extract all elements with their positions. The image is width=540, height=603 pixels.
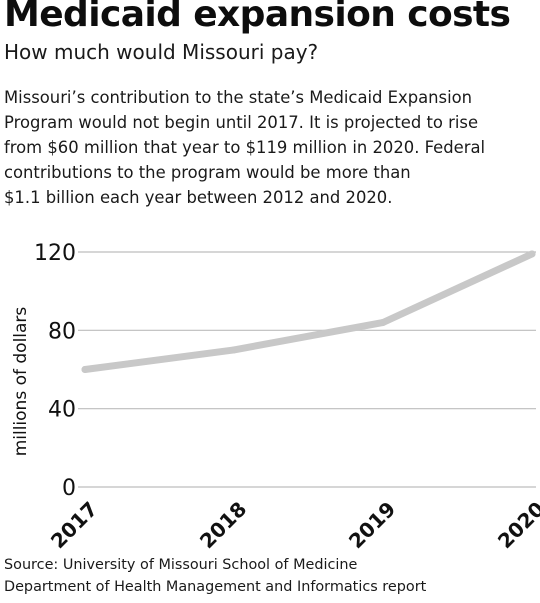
x-tick-label: 2017 <box>46 497 102 553</box>
x-tick-label: 2018 <box>195 497 251 553</box>
x-tick-label: 2020 <box>493 497 540 553</box>
data-point <box>230 346 238 354</box>
description-line: from $60 million that year to $119 milli… <box>4 138 486 157</box>
description-line: $1.1 billion each year between 2012 and … <box>4 188 393 207</box>
y-tick-label: 40 <box>48 398 76 423</box>
y-tick-label: 0 <box>62 476 76 501</box>
data-point <box>528 250 536 258</box>
description-line: contributions to the program would be mo… <box>4 163 411 182</box>
series-line <box>81 250 536 373</box>
y-axis-label: millions of dollars <box>11 307 31 457</box>
chart-subtitle: How much would Missouri pay? <box>4 40 319 64</box>
description-line: Program would not begin until 2017. It i… <box>4 113 479 132</box>
source-note: Source: University of Missouri School of… <box>4 554 426 598</box>
description-text: Missouri’s contribution to the state’s M… <box>4 85 536 210</box>
data-point <box>81 366 89 373</box>
description-line: Missouri’s contribution to the state’s M… <box>4 88 473 107</box>
y-tick-label: 80 <box>48 319 76 344</box>
x-tick-label: 2019 <box>344 497 400 553</box>
source-line: Source: University of Missouri School of… <box>4 557 358 573</box>
chart-title: Medicaid expansion costs <box>4 0 511 35</box>
source-line: Department of Health Management and Info… <box>4 579 427 595</box>
data-point <box>379 319 387 326</box>
y-tick-label: 120 <box>34 241 76 266</box>
